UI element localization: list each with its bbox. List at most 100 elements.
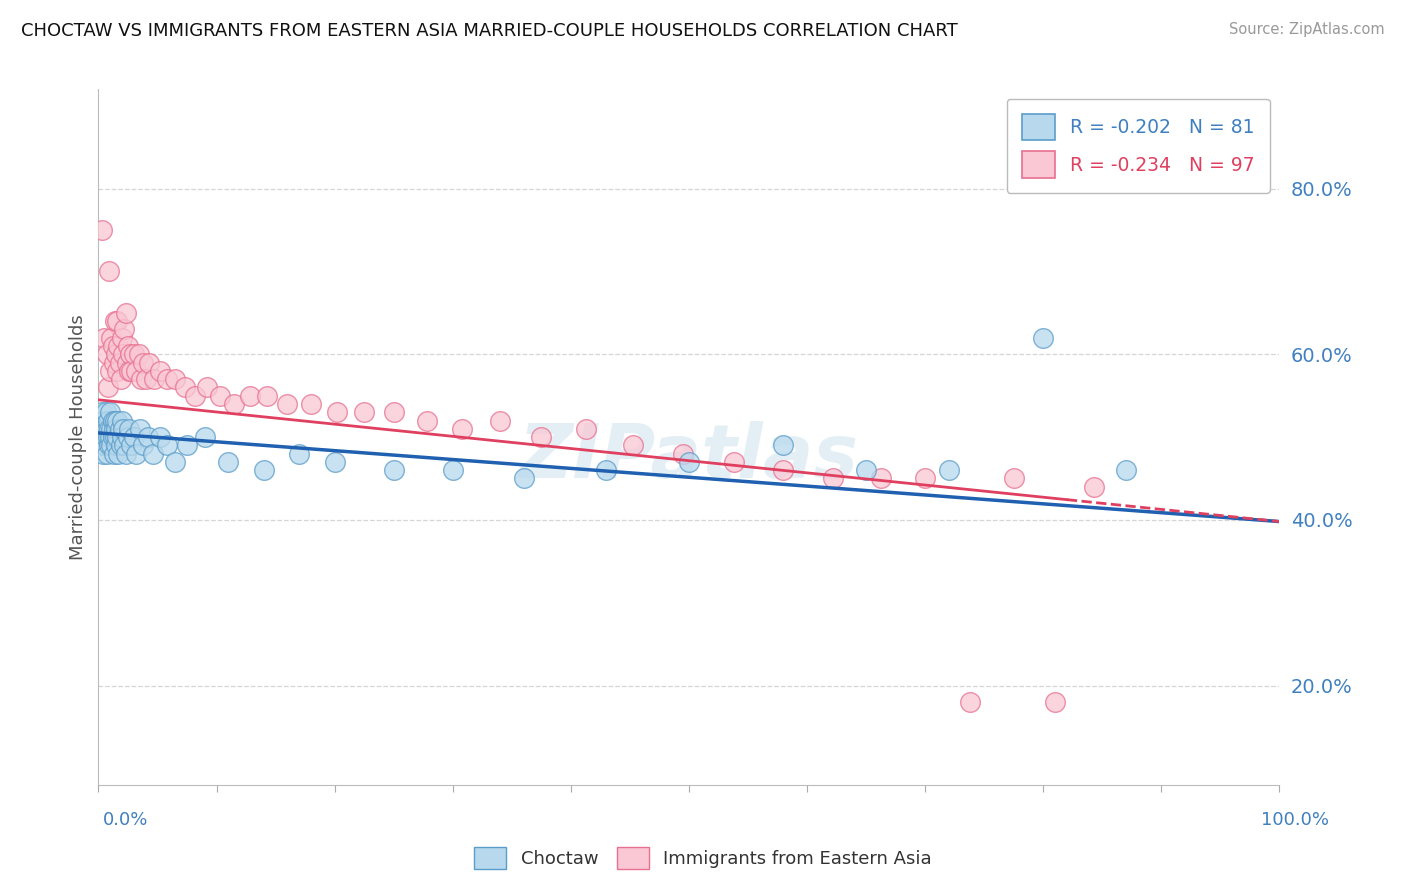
Point: [142, 372, 165, 386]
Point: [855, 463, 877, 477]
Point: [149, 364, 172, 378]
Point: [125, 364, 148, 378]
Point: [176, 438, 198, 452]
Y-axis label: Married-couple Households: Married-couple Households: [69, 314, 87, 560]
Point: [114, 447, 136, 461]
Point: [112, 438, 135, 452]
Point: [870, 471, 893, 485]
Point: [112, 322, 135, 336]
Point: [100, 438, 122, 452]
Point: [672, 447, 695, 461]
Point: [142, 447, 165, 461]
Point: [101, 413, 124, 427]
Point: [136, 430, 159, 444]
Point: [129, 372, 152, 386]
Point: [94, 430, 117, 444]
Point: [105, 413, 128, 427]
Point: [117, 430, 139, 444]
Point: [772, 463, 794, 477]
Point: [108, 422, 131, 436]
Point: [110, 372, 132, 386]
Point: [772, 438, 794, 452]
Point: [149, 430, 172, 444]
Point: [121, 364, 143, 378]
Point: [101, 339, 124, 353]
Point: [512, 471, 534, 485]
Point: [209, 389, 232, 403]
Point: [299, 397, 322, 411]
Point: [118, 364, 141, 378]
Point: [128, 347, 150, 361]
Point: [441, 463, 464, 477]
Point: [194, 430, 217, 444]
Point: [105, 314, 128, 328]
Point: [135, 372, 157, 386]
Point: [595, 463, 617, 477]
Point: [132, 355, 155, 369]
Point: [217, 455, 239, 469]
Text: 0.0%: 0.0%: [103, 811, 148, 829]
Point: [98, 264, 121, 278]
Point: [105, 347, 128, 361]
Point: [575, 422, 598, 436]
Point: [121, 438, 143, 452]
Point: [938, 463, 960, 477]
Point: [224, 397, 246, 411]
Point: [91, 447, 114, 461]
Point: [239, 389, 262, 403]
Point: [91, 223, 114, 237]
Point: [107, 339, 129, 353]
Point: [156, 372, 179, 386]
Point: [118, 422, 141, 436]
Point: [451, 422, 474, 436]
Point: [93, 331, 115, 345]
Point: [138, 355, 160, 369]
Point: [112, 422, 135, 436]
Point: [100, 331, 122, 345]
Point: [91, 405, 114, 419]
Point: [111, 413, 134, 427]
Point: [120, 347, 142, 361]
Point: [105, 438, 128, 452]
Point: [114, 306, 136, 320]
Point: [104, 430, 127, 444]
Point: [104, 413, 127, 427]
Point: [93, 422, 115, 436]
Point: [112, 347, 135, 361]
Point: [276, 397, 298, 411]
Point: [623, 438, 645, 452]
Text: ZIPatlas: ZIPatlas: [519, 421, 859, 494]
Point: [156, 438, 179, 452]
Legend: R = -0.202   N = 81, R = -0.234   N = 97: R = -0.202 N = 81, R = -0.234 N = 97: [1007, 99, 1270, 193]
Point: [104, 314, 127, 328]
Point: [89, 422, 111, 436]
Point: [122, 430, 145, 444]
Point: [103, 422, 125, 436]
Point: [914, 471, 936, 485]
Point: [101, 430, 124, 444]
Point: [111, 331, 134, 345]
Point: [326, 405, 349, 419]
Point: [98, 364, 121, 378]
Legend: Choctaw, Immigrants from Eastern Asia: Choctaw, Immigrants from Eastern Asia: [465, 838, 941, 879]
Point: [723, 455, 745, 469]
Point: [97, 430, 120, 444]
Point: [1032, 331, 1054, 345]
Point: [184, 389, 207, 403]
Point: [1083, 480, 1105, 494]
Point: [1043, 695, 1066, 709]
Point: [93, 438, 115, 452]
Point: [96, 447, 118, 461]
Point: [125, 447, 148, 461]
Point: [90, 430, 112, 444]
Point: [96, 422, 118, 436]
Point: [115, 355, 138, 369]
Point: [111, 430, 134, 444]
Point: [91, 438, 114, 452]
Point: [288, 447, 311, 461]
Point: [323, 455, 346, 469]
Point: [97, 380, 120, 394]
Point: [253, 463, 276, 477]
Point: [256, 389, 278, 403]
Point: [353, 405, 375, 419]
